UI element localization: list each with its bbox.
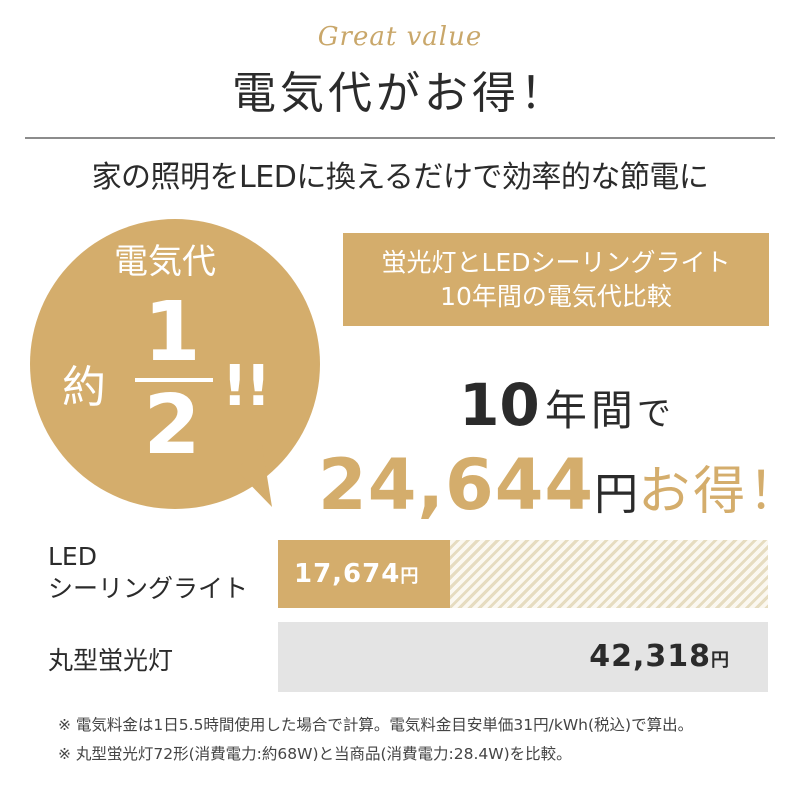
years-number: 10 — [459, 371, 540, 439]
bar-led: 17,674円 — [278, 540, 450, 608]
bar-label-led-line2: シーリングライト — [48, 574, 249, 603]
footnote-1: ※ 電気料金は1日5.5時間使用した場合で計算。電気料金目安単価31円/kWh(… — [58, 716, 694, 734]
speech-bubble-icon — [30, 219, 320, 509]
fraction-numerator: 1 — [143, 285, 201, 380]
bar-led-unit: 円 — [400, 566, 420, 587]
savings-amount: 24,644 — [318, 444, 595, 526]
bar-fluorescent-unit: 円 — [711, 650, 730, 671]
page-title: 電気代がお得！ — [232, 68, 568, 119]
savings-headline: 24,644円お得！ — [318, 440, 800, 549]
savings-currency: 円 — [594, 469, 639, 520]
bar-label-fluorescent: 丸型蛍光灯 — [48, 646, 174, 675]
bar-fluorescent-value: 42,318 — [589, 639, 711, 674]
years-unit: 年間 — [544, 386, 637, 435]
bubble-top-text: 電気代 — [114, 242, 216, 282]
eyebrow-text: Great value — [317, 22, 483, 52]
bubble-exclaim: !! — [222, 354, 271, 419]
years-headline: 10 年間で — [330, 370, 800, 455]
comparison-line2: 10年間の電気代比較 — [440, 281, 672, 311]
fraction-denominator: 2 — [143, 378, 201, 473]
bar-label-led: LED シーリングライト — [48, 541, 248, 605]
comparison-box: 蛍光灯とLEDシーリングライト 10年間の電気代比較 — [343, 233, 769, 326]
years-particle: で — [636, 394, 671, 434]
bar-label-led-line1: LED — [48, 542, 97, 571]
bubble-prefix: 約 — [62, 362, 106, 413]
bar-fluorescent: 42,318円 — [278, 622, 768, 692]
divider — [25, 137, 775, 139]
subtitle: 家の照明をLEDに換えるだけで効率的な節電に — [91, 160, 709, 195]
savings-tail: お得！ — [638, 462, 800, 522]
fraction-bar — [135, 378, 213, 382]
footnote-2: ※ 丸型蛍光灯72形(消費電力:約68W)と当商品(消費電力:28.4W)を比較… — [58, 745, 572, 763]
bar-led-value: 17,674 — [294, 559, 401, 589]
comparison-line1: 蛍光灯とLEDシーリングライト — [381, 247, 731, 277]
